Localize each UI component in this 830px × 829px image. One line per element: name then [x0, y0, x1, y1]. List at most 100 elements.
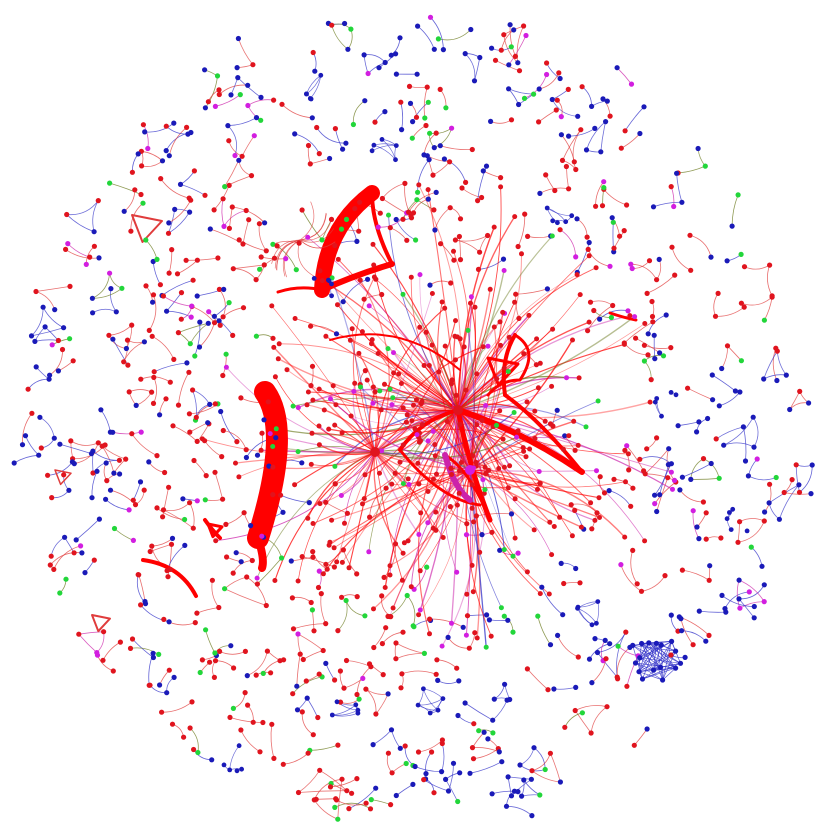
- graph-node: [380, 672, 386, 678]
- graph-node: [170, 423, 176, 429]
- graph-node: [650, 204, 657, 210]
- graph-node: [393, 216, 399, 223]
- graph-node: [270, 464, 276, 470]
- graph-edge: [438, 29, 472, 41]
- graph-node: [454, 569, 460, 575]
- graph-node: [335, 256, 341, 262]
- graph-edge: [633, 728, 648, 746]
- graph-node: [498, 342, 504, 348]
- graph-node: [547, 750, 554, 756]
- graph-edge: [141, 150, 163, 162]
- graph-node: [485, 232, 491, 239]
- graph-node: [486, 467, 492, 473]
- graph-node: [421, 650, 427, 657]
- graph-node: [576, 375, 582, 381]
- graph-node: [161, 616, 167, 623]
- graph-node: [523, 32, 529, 39]
- graph-edge: [163, 509, 194, 529]
- graph-node: [171, 674, 177, 681]
- graph-edge: [297, 451, 376, 582]
- graph-node: [645, 352, 651, 358]
- graph-node: [245, 702, 251, 708]
- graph-edge: [557, 635, 579, 658]
- graph-node: [644, 290, 650, 296]
- graph-node: [429, 749, 435, 755]
- graph-node: [138, 376, 144, 382]
- graph-node: [507, 463, 513, 469]
- graph-edge: [246, 576, 267, 606]
- graph-node: [71, 461, 77, 467]
- graph-edge: [437, 680, 460, 684]
- graph-node: [585, 246, 591, 252]
- graph-node: [690, 642, 696, 648]
- graph-node: [221, 286, 227, 292]
- graph-node: [562, 433, 568, 439]
- graph-edge: [225, 512, 245, 525]
- graph-node: [211, 674, 217, 681]
- graph-node: [159, 709, 165, 715]
- graph-node: [299, 709, 305, 715]
- graph-edge: [386, 752, 393, 774]
- graph-node: [537, 190, 543, 196]
- graph-node: [433, 130, 439, 136]
- graph-node: [644, 726, 650, 732]
- graph-node: [401, 540, 407, 546]
- graph-node: [329, 22, 335, 28]
- graph-edge: [240, 729, 261, 753]
- graph-node: [593, 203, 599, 209]
- graph-edge: [224, 576, 248, 590]
- graph-node: [695, 145, 701, 152]
- graph-node: [79, 550, 85, 556]
- graph-node: [371, 142, 377, 148]
- graph-node: [96, 255, 102, 261]
- graph-edge: [219, 289, 226, 318]
- graph-node: [411, 402, 416, 408]
- graph-node: [269, 721, 275, 727]
- graph-edge: [639, 456, 672, 465]
- graph-node: [138, 429, 144, 435]
- graph-edge: [180, 184, 206, 196]
- graph-edge: [247, 99, 274, 106]
- graph-edge: [143, 124, 149, 149]
- graph-node: [515, 243, 521, 250]
- graph-edge: [581, 86, 593, 107]
- graph-node: [371, 274, 377, 280]
- graph-node: [150, 258, 156, 265]
- graph-edge: [600, 121, 606, 153]
- graph-node: [230, 266, 236, 272]
- graph-node: [226, 138, 232, 144]
- graph-node: [48, 553, 54, 559]
- graph-node: [323, 660, 329, 667]
- graph-node: [213, 538, 219, 544]
- graph-edge: [218, 84, 249, 95]
- clique-edge: [638, 671, 663, 681]
- graph-node: [38, 445, 44, 451]
- graph-edge: [776, 350, 787, 376]
- graph-edge: [374, 451, 421, 514]
- graph-node: [410, 119, 416, 125]
- graph-node: [494, 422, 499, 428]
- graph-node: [738, 251, 744, 257]
- graph-node: [388, 727, 395, 733]
- graph-node: [178, 316, 184, 322]
- graph-node: [462, 700, 468, 706]
- graph-edge: [593, 310, 612, 318]
- graph-node: [206, 309, 212, 315]
- clique-edge: [639, 657, 654, 671]
- graph-node: [339, 594, 345, 600]
- graph-edge: [423, 132, 437, 156]
- graph-node: [187, 429, 193, 435]
- graph-node: [474, 635, 480, 641]
- graph-node: [630, 547, 636, 554]
- graph-node: [359, 329, 365, 335]
- graph-node: [393, 71, 399, 77]
- graph-edge: [112, 431, 142, 435]
- graph-node: [641, 358, 648, 364]
- graph-node: [631, 742, 637, 748]
- graph-node: [258, 254, 264, 260]
- graph-edge: [599, 309, 629, 320]
- graph-node: [226, 225, 232, 231]
- graph-edge: [286, 369, 459, 415]
- graph-node: [398, 685, 404, 691]
- graph-edge: [227, 125, 237, 156]
